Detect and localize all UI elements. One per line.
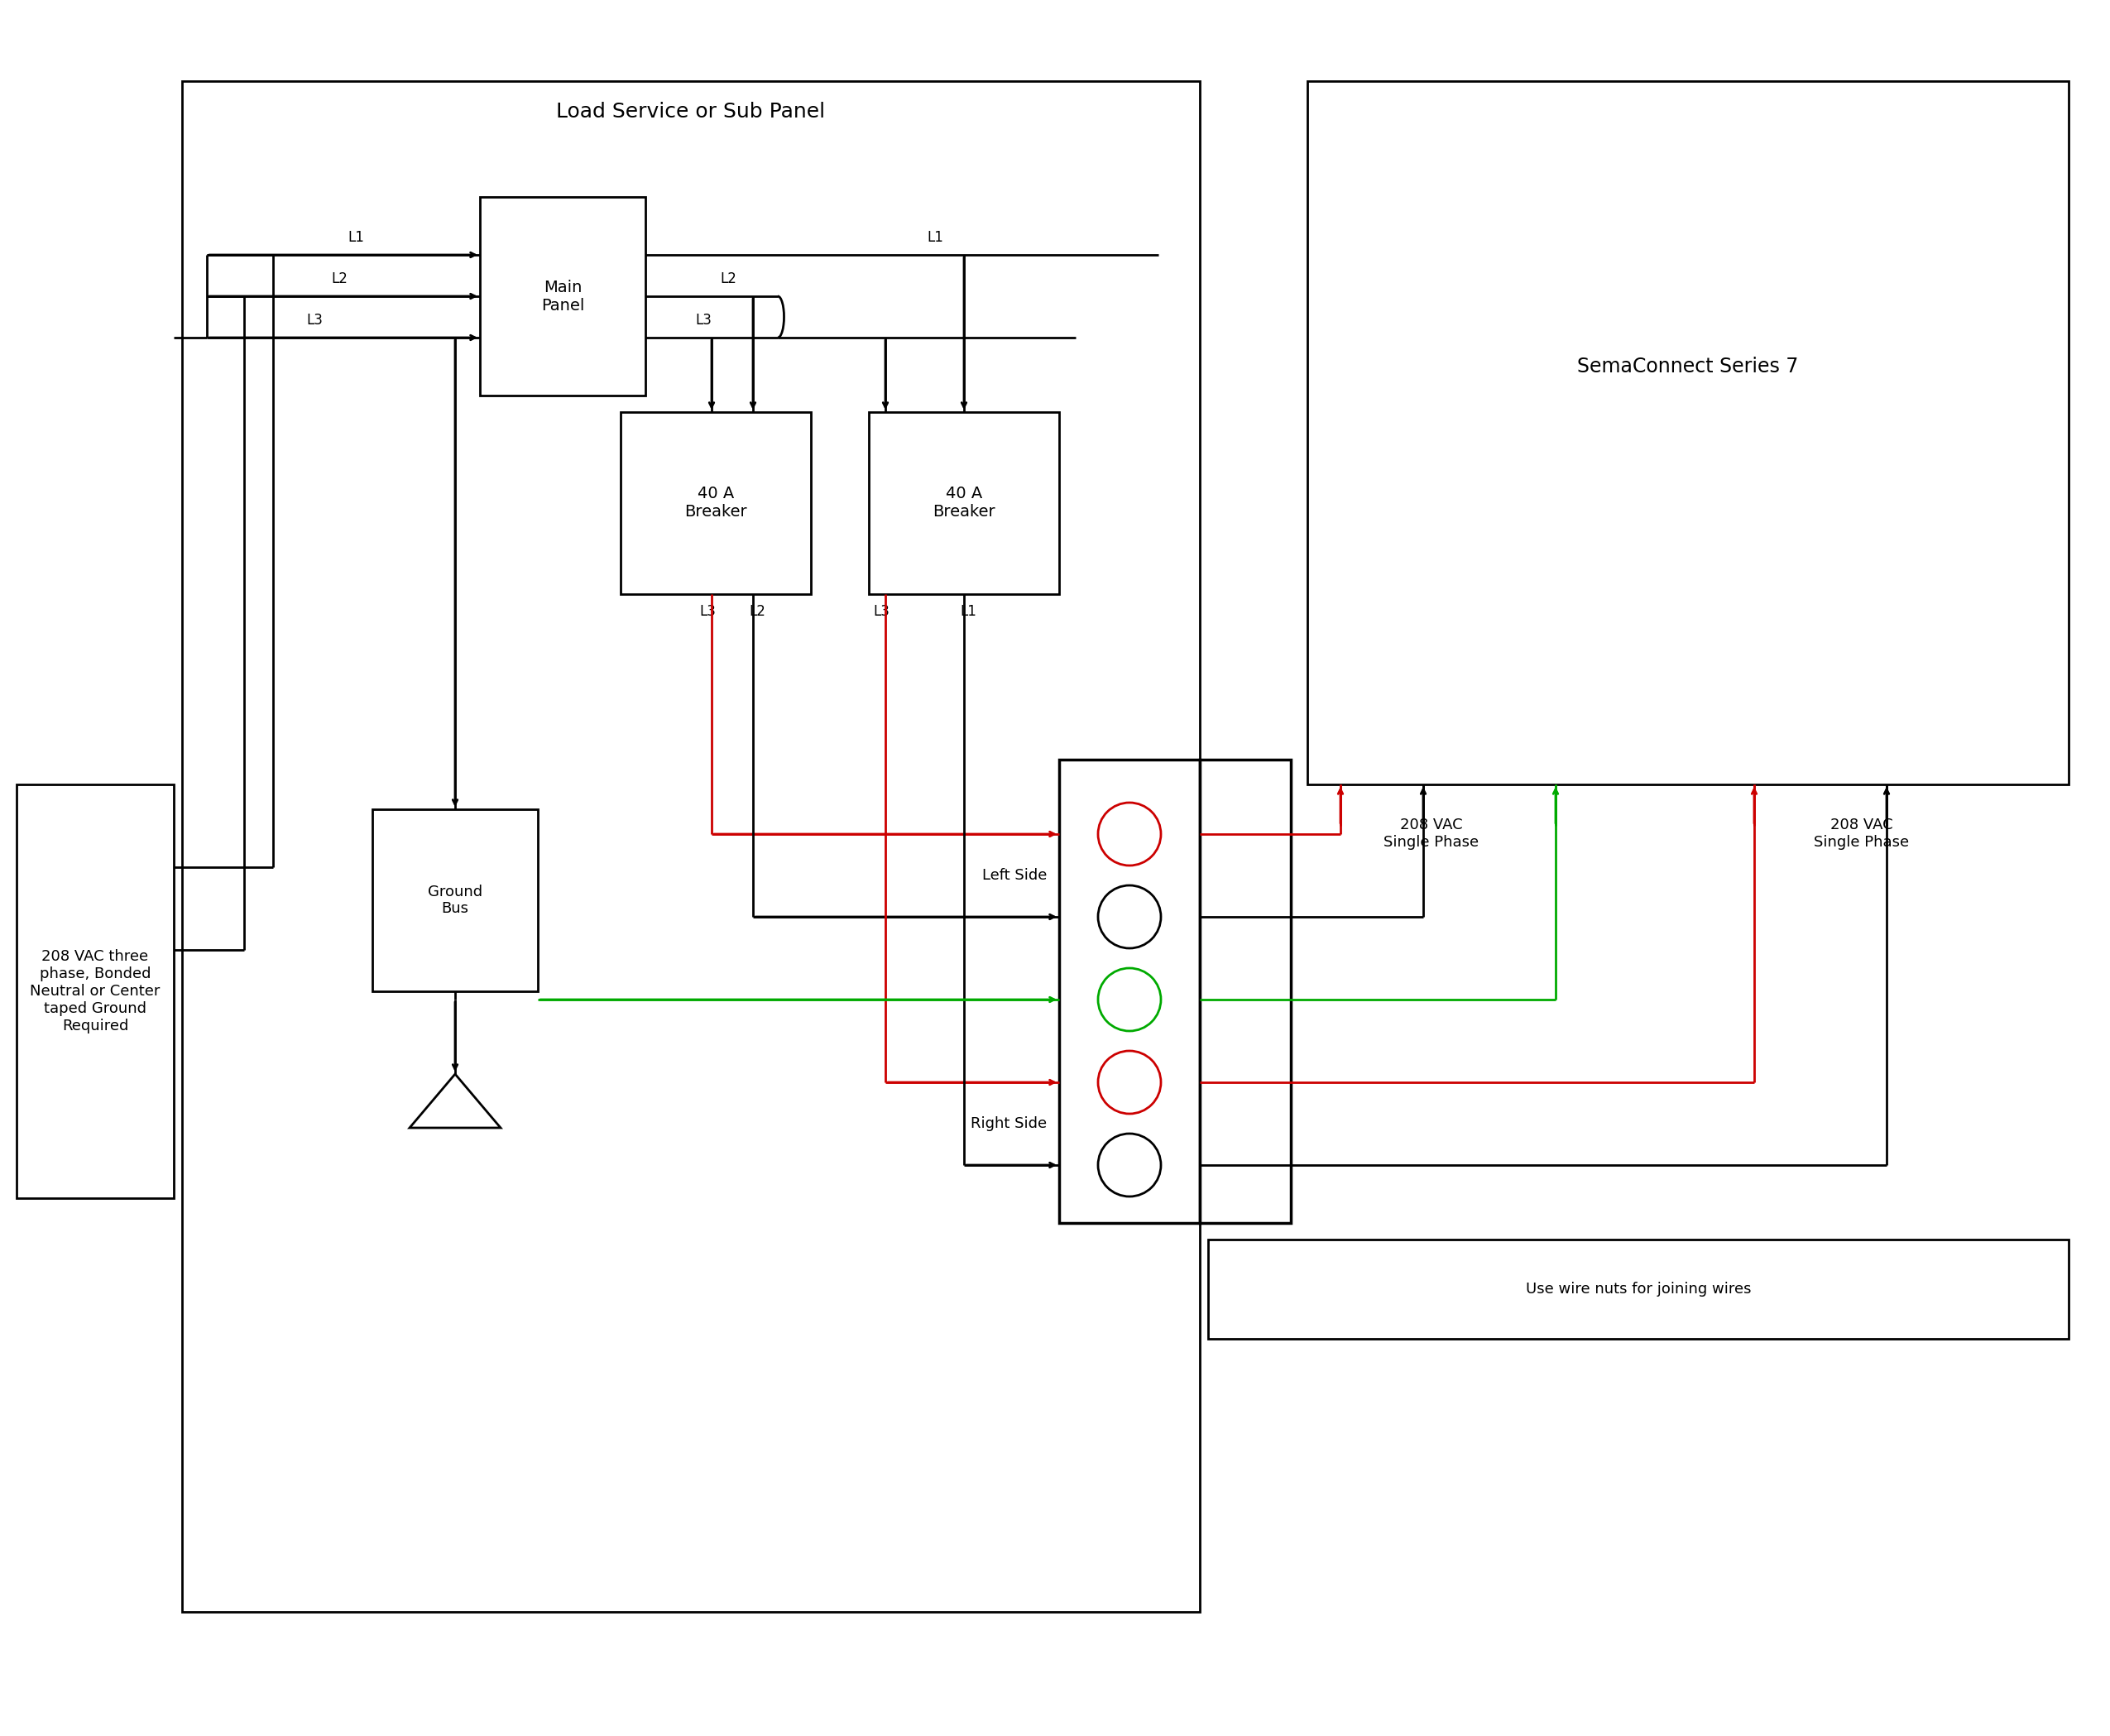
- Text: L1: L1: [960, 604, 977, 620]
- Circle shape: [1097, 969, 1160, 1031]
- Text: L3: L3: [306, 312, 323, 328]
- Text: Load Service or Sub Panel: Load Service or Sub Panel: [557, 102, 825, 122]
- Text: SemaConnect Series 7: SemaConnect Series 7: [1578, 356, 1798, 377]
- Bar: [371, 809, 538, 991]
- Text: L3: L3: [874, 604, 890, 620]
- Circle shape: [1097, 1134, 1160, 1196]
- Text: Right Side: Right Side: [971, 1116, 1047, 1132]
- Text: L2: L2: [749, 604, 766, 620]
- Bar: [1201, 760, 1291, 1222]
- Text: L2: L2: [331, 271, 348, 286]
- Text: L1: L1: [926, 231, 943, 245]
- Text: Main
Panel: Main Panel: [540, 279, 584, 312]
- Text: 40 A
Breaker: 40 A Breaker: [933, 486, 996, 521]
- Text: 208 VAC
Single Phase: 208 VAC Single Phase: [1815, 818, 1910, 849]
- Bar: [1059, 760, 1201, 1222]
- Circle shape: [1097, 802, 1160, 866]
- Bar: [181, 82, 1201, 1613]
- Bar: [17, 785, 173, 1198]
- Text: L3: L3: [694, 312, 711, 328]
- Text: Use wire nuts for joining wires: Use wire nuts for joining wires: [1526, 1281, 1751, 1297]
- Text: L1: L1: [348, 231, 365, 245]
- Text: Left Side: Left Side: [981, 868, 1047, 884]
- Bar: [620, 411, 810, 594]
- Bar: [1308, 82, 2068, 785]
- Bar: [1209, 1240, 2068, 1338]
- Text: L2: L2: [720, 271, 736, 286]
- Text: 208 VAC
Single Phase: 208 VAC Single Phase: [1384, 818, 1479, 849]
- Polygon shape: [409, 1075, 500, 1128]
- Circle shape: [1097, 885, 1160, 948]
- Bar: [869, 411, 1059, 594]
- Bar: [479, 196, 646, 396]
- Circle shape: [1097, 1050, 1160, 1115]
- Text: L3: L3: [698, 604, 715, 620]
- Text: 40 A
Breaker: 40 A Breaker: [684, 486, 747, 521]
- Text: 208 VAC three
phase, Bonded
Neutral or Center
taped Ground
Required: 208 VAC three phase, Bonded Neutral or C…: [30, 950, 160, 1033]
- Text: Ground
Bus: Ground Bus: [428, 884, 483, 917]
